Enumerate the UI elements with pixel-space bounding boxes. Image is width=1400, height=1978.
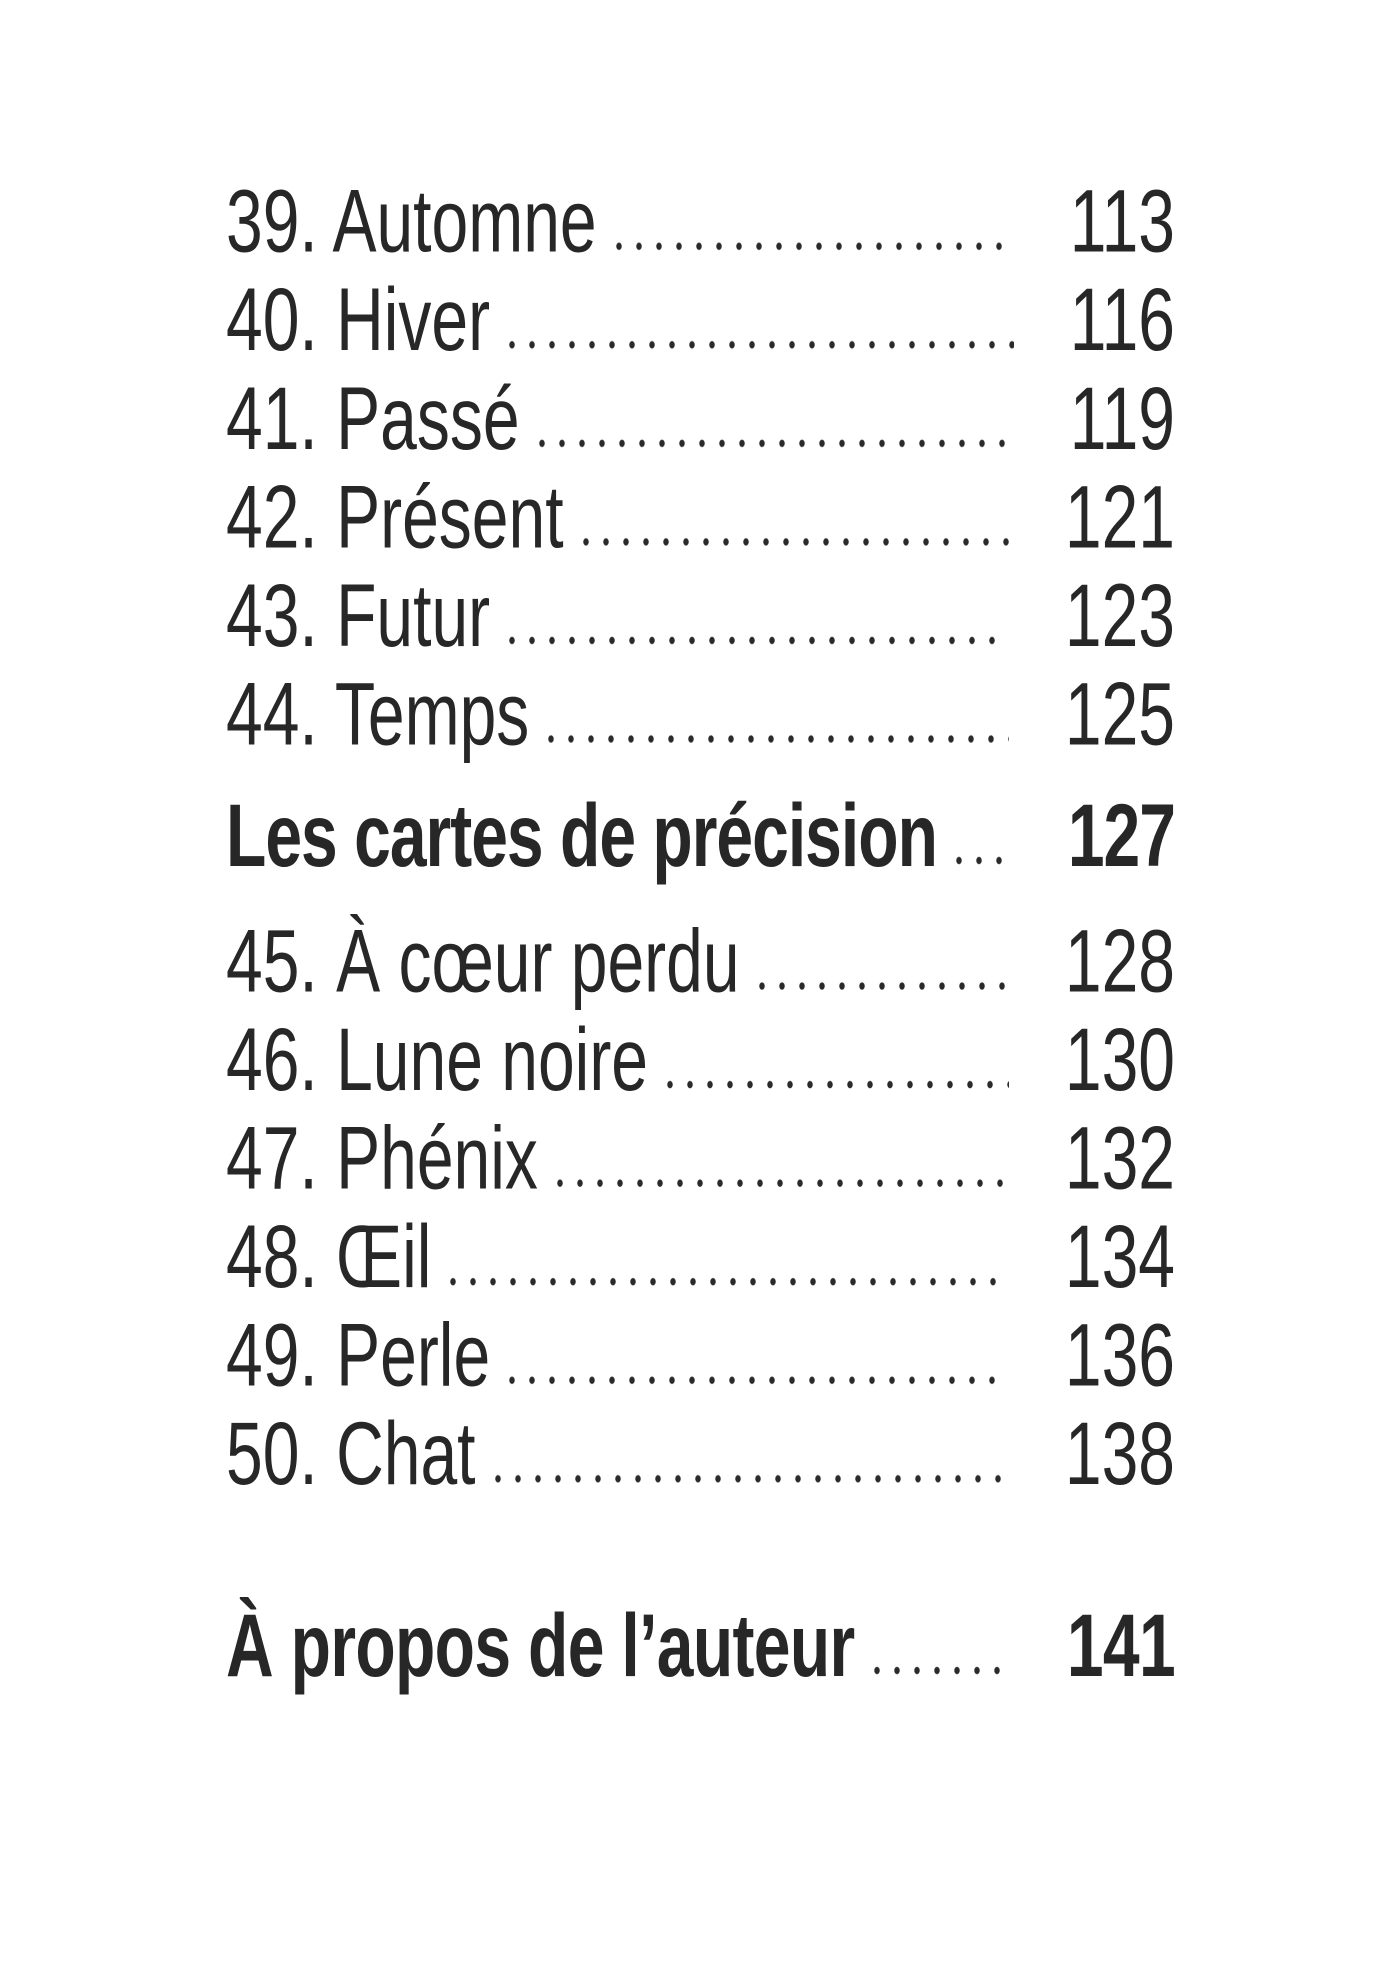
dot-leader — [549, 1108, 1009, 1208]
toc-entry-page-number: 128 — [1064, 910, 1175, 1011]
table-of-contents: 39. Automne 113 40. Hiver 116 41. Passé … — [226, 170, 1176, 1695]
toc-entry-page-number: 136 — [1064, 1304, 1175, 1405]
toc-entry-row[interactable]: 44. Temps 125 — [226, 663, 1175, 764]
toc-entry-row[interactable]: 41. Passé 119 — [226, 367, 1175, 468]
toc-entry-row[interactable]: 43. Futur 123 — [226, 566, 1175, 665]
dot-leader — [948, 786, 1012, 885]
dot-leader — [502, 566, 1009, 665]
toc-entry-page-number: 123 — [1064, 564, 1175, 665]
dot-leader — [751, 911, 1009, 1011]
toc-entry-row[interactable]: 48. Œil 134 — [226, 1207, 1175, 1306]
toc-entry-label: 50. Chat — [226, 1403, 476, 1504]
toc-entry-label: 43. Futur — [226, 564, 491, 665]
toc-entry-row[interactable]: 42. Présent 121 — [226, 466, 1175, 567]
toc-entry-label: 45. À cœur perdu — [226, 910, 740, 1011]
toc-entry-page-number: 134 — [1064, 1206, 1175, 1306]
toc-entry-row[interactable]: 45. À cœur perdu 128 — [226, 910, 1175, 1011]
toc-section-header-label: Les cartes de précision — [226, 784, 938, 885]
dot-leader — [541, 664, 1009, 764]
toc-entry-label: 44. Temps — [226, 663, 530, 764]
toc-endmatter-label: À propos de l’auteur — [226, 1594, 855, 1695]
toc-entry-label: 39. Automne — [226, 170, 597, 271]
dot-leader — [502, 1306, 1009, 1405]
toc-entry-row[interactable]: 50. Chat 138 — [226, 1403, 1175, 1504]
toc-entry-label: 40. Hiver — [226, 269, 491, 370]
toc-entry-page-number: 132 — [1064, 1107, 1175, 1208]
toc-entry-label: 47. Phénix — [226, 1107, 538, 1208]
dot-leader — [866, 1596, 1011, 1695]
toc-section-header-row[interactable]: Les cartes de précision 127 — [226, 784, 1176, 885]
dot-leader — [502, 270, 1014, 370]
toc-entry-page-number: 121 — [1064, 466, 1175, 567]
toc-entry-page-number: 130 — [1064, 1009, 1175, 1109]
toc-entry-label: 46. Lune noire — [226, 1009, 649, 1109]
dot-leader — [487, 1404, 1009, 1504]
toc-entry-page-number: 125 — [1064, 663, 1175, 764]
toc-entry-label: 48. Œil — [226, 1206, 432, 1306]
dot-leader — [531, 369, 1014, 468]
dot-leader — [660, 1010, 1009, 1109]
toc-entry-page-number: 113 — [1069, 170, 1175, 271]
dot-leader — [608, 172, 1014, 271]
toc-endmatter-row[interactable]: À propos de l’auteur 141 — [226, 1594, 1176, 1695]
toc-entry-row[interactable]: 49. Perle 136 — [226, 1304, 1175, 1405]
toc-entry-page-number: 127 — [1067, 784, 1176, 885]
toc-entry-page-number: 119 — [1069, 367, 1175, 468]
dot-leader — [443, 1207, 1009, 1306]
toc-entry-label: 49. Perle — [226, 1304, 491, 1405]
toc-entry-row[interactable]: 46. Lune noire 130 — [226, 1010, 1175, 1109]
toc-entry-page-number: 116 — [1069, 269, 1175, 370]
dot-leader — [575, 467, 1009, 567]
toc-entry-label: 42. Présent — [226, 466, 564, 567]
toc-entry-row[interactable]: 47. Phénix 132 — [226, 1107, 1175, 1208]
toc-entry-page-number: 141 — [1066, 1594, 1176, 1695]
toc-entry-label: 41. Passé — [226, 367, 520, 468]
toc-entry-row[interactable]: 40. Hiver 116 — [226, 269, 1175, 370]
toc-entry-row[interactable]: 39. Automne 113 — [226, 170, 1175, 271]
toc-entry-page-number: 138 — [1064, 1403, 1175, 1504]
